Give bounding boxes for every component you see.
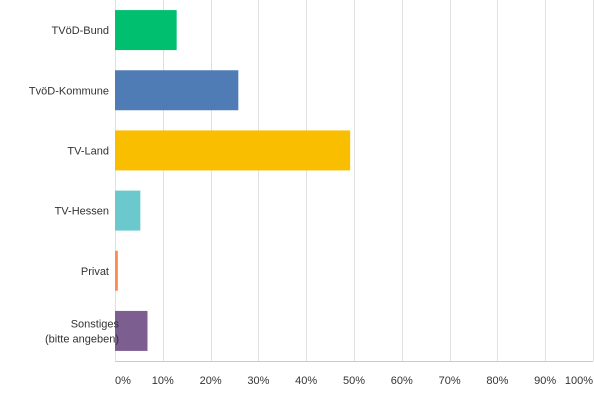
category-label-5-line-1: (bitte angeben) <box>45 333 119 345</box>
tick-label-90: 90% <box>534 375 556 387</box>
tick-label-30: 30% <box>247 375 269 387</box>
x-axis-tick-labels: 0% 10% 20% 30% 40% 50% 60% 70% 80% 90% 100% <box>115 375 593 387</box>
tick-label-10: 10% <box>152 375 174 387</box>
tick-label-40: 40% <box>295 375 317 387</box>
tick-label-80: 80% <box>486 375 508 387</box>
bar-2 <box>115 130 351 171</box>
tick-label-0: 0% <box>115 375 131 387</box>
category-label-2: TV-Land <box>67 145 109 157</box>
bar-3 <box>115 190 141 231</box>
gridlines <box>115 0 594 362</box>
category-label-5-line-0: Sonstiges <box>71 318 120 330</box>
bar-4 <box>115 250 118 291</box>
category-label-1-line-0: TvöD-Kommune <box>29 85 109 97</box>
category-label-3: TV-Hessen <box>55 206 109 218</box>
category-label-4-line-0: Privat <box>81 266 109 278</box>
tick-label-50: 50% <box>343 375 365 387</box>
bar-1 <box>115 70 239 111</box>
category-label-4: Privat <box>81 266 109 278</box>
bar-5 <box>115 310 148 351</box>
tick-label-60: 60% <box>391 375 413 387</box>
category-label-0: TVöD-Bund <box>52 25 109 37</box>
category-label-2-line-0: TV-Land <box>67 145 109 157</box>
tick-label-100: 100% <box>565 375 593 387</box>
tick-label-20: 20% <box>200 375 222 387</box>
category-label-0-line-0: TVöD-Bund <box>52 25 109 37</box>
category-label-5: Sonstiges (bitte angeben) <box>45 318 119 345</box>
category-labels: TVöD-Bund TvöD-Kommune TV-Land TV-Hessen Pri… <box>29 25 120 345</box>
category-label-3-line-0: TV-Hessen <box>55 206 109 218</box>
tick-label-70: 70% <box>439 375 461 387</box>
bar-0 <box>115 10 177 51</box>
category-label-1: TvöD-Kommune <box>29 85 109 97</box>
bars <box>115 10 351 351</box>
